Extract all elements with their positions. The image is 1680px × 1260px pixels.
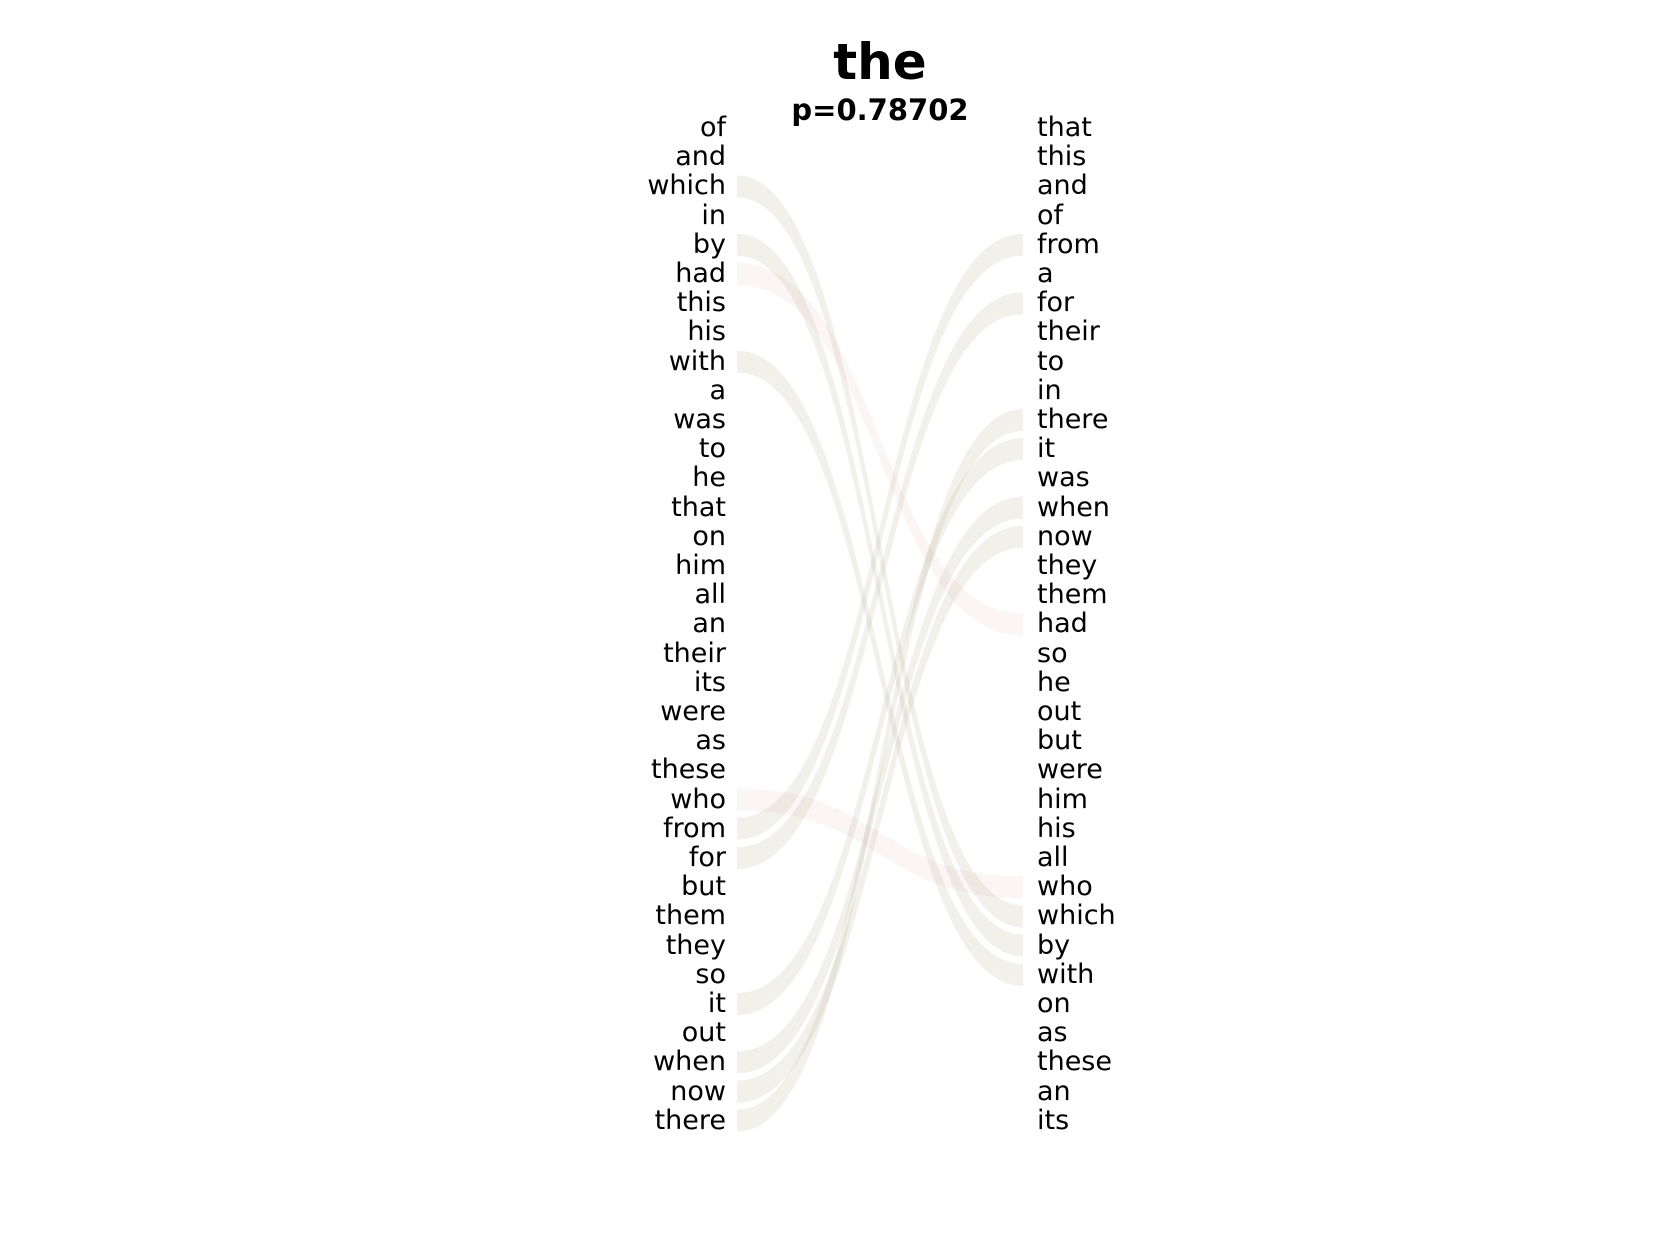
left-word-an: an xyxy=(692,608,726,640)
right-word-now: now xyxy=(1037,520,1093,552)
right-ribbon-when xyxy=(737,496,1023,1074)
right-word-which: which xyxy=(1037,900,1116,932)
left-ribbon-by xyxy=(737,233,1023,957)
right-word-from: from xyxy=(1037,228,1100,260)
right-word-it: it xyxy=(1037,433,1056,465)
right-ribbon-from xyxy=(737,233,1023,840)
right-word-had: had xyxy=(1037,608,1088,640)
right-word-to: to xyxy=(1037,345,1065,377)
left-word-but: but xyxy=(681,871,726,903)
left-word-on: on xyxy=(692,520,726,552)
left-ribbon-for xyxy=(737,292,1023,869)
left-ribbon-it xyxy=(737,438,1023,1015)
right-ribbon-there xyxy=(737,409,1023,1132)
right-word-this: this xyxy=(1037,141,1087,173)
left-word-of: of xyxy=(699,112,726,143)
right-word-that: that xyxy=(1037,112,1092,143)
left-word-when: when xyxy=(653,1046,726,1078)
right-word-was: was xyxy=(1037,462,1090,494)
left-ribbon-from xyxy=(737,233,1023,840)
right-word-when: when xyxy=(1037,491,1110,523)
right-word-with: with xyxy=(1037,958,1095,990)
left-word-for: for xyxy=(688,842,726,873)
left-ribbon-which xyxy=(737,175,1023,928)
left-ribbon-with xyxy=(737,350,1023,986)
diagram-title: the xyxy=(833,33,927,91)
right-word-out: out xyxy=(1037,696,1082,727)
right-word-him: him xyxy=(1037,783,1088,815)
left-word-with: with xyxy=(668,345,726,377)
left-word-it: it xyxy=(707,988,726,1019)
right-ribbon-with xyxy=(737,350,1023,986)
left-word-who: who xyxy=(670,783,726,815)
right-word-their: their xyxy=(1037,316,1100,348)
right-word-for: for xyxy=(1037,287,1075,319)
right-word-an: an xyxy=(1037,1075,1071,1107)
left-word-by: by xyxy=(692,228,726,260)
left-word-its: its xyxy=(693,666,726,698)
left-word-their: their xyxy=(663,637,726,669)
left-ribbon-who xyxy=(737,788,1023,899)
right-word-he: he xyxy=(1037,666,1071,698)
left-ribbon-had xyxy=(737,263,1023,636)
left-word-to: to xyxy=(698,433,726,465)
left-word-as: as xyxy=(695,725,726,757)
left-word-were: were xyxy=(660,696,726,727)
right-ribbon-which xyxy=(737,175,1023,928)
right-word-and: and xyxy=(1037,170,1088,202)
left-word-his: his xyxy=(687,316,726,348)
right-word-as: as xyxy=(1037,1017,1068,1049)
left-word-that: that xyxy=(671,491,726,523)
left-word-they: they xyxy=(665,929,726,961)
left-word-all: all xyxy=(694,579,726,611)
right-word-his: his xyxy=(1037,812,1076,844)
diagram-subtitle: p=0.78702 xyxy=(791,93,969,127)
right-word-its: its xyxy=(1037,1104,1070,1136)
right-ribbon-now xyxy=(737,525,1023,1103)
left-word-so: so xyxy=(695,958,726,990)
left-ribbon-when xyxy=(737,496,1023,1074)
left-ribbon-there xyxy=(737,409,1023,1132)
right-ribbon-for xyxy=(737,292,1023,869)
left-word-was: was xyxy=(673,404,726,435)
right-word-on: on xyxy=(1037,988,1071,1019)
left-word-there: there xyxy=(654,1104,726,1136)
right-word-all: all xyxy=(1037,842,1069,873)
right-word-of: of xyxy=(1037,199,1064,231)
right-word-so: so xyxy=(1037,637,1068,669)
right-word-were: were xyxy=(1037,754,1103,786)
right-word-but: but xyxy=(1037,725,1082,757)
left-word-had: had xyxy=(675,258,726,289)
left-word-now: now xyxy=(670,1075,726,1107)
left-word-him: him xyxy=(675,550,726,581)
right-ribbon-it xyxy=(737,438,1023,1015)
right-ribbon-by xyxy=(737,233,1023,957)
left-word-which: which xyxy=(647,170,726,202)
left-word-out: out xyxy=(681,1017,726,1049)
right-word-they: they xyxy=(1037,550,1098,581)
right-word-who: who xyxy=(1037,871,1093,903)
left-word-this: this xyxy=(676,287,726,319)
left-word-from: from xyxy=(663,812,726,844)
left-word-them: them xyxy=(655,900,726,932)
left-ribbon-now xyxy=(737,525,1023,1103)
right-word-there: there xyxy=(1037,404,1109,435)
left-word-and: and xyxy=(675,141,726,173)
left-word-these: these xyxy=(651,754,726,786)
right-word-these: these xyxy=(1037,1046,1112,1078)
right-word-by: by xyxy=(1037,929,1071,961)
left-word-in: in xyxy=(701,199,726,231)
left-word-a: a xyxy=(709,374,726,406)
right-word-a: a xyxy=(1037,258,1054,289)
right-word-in: in xyxy=(1037,374,1062,406)
left-word-he: he xyxy=(692,462,726,494)
right-word-them: them xyxy=(1037,579,1108,611)
